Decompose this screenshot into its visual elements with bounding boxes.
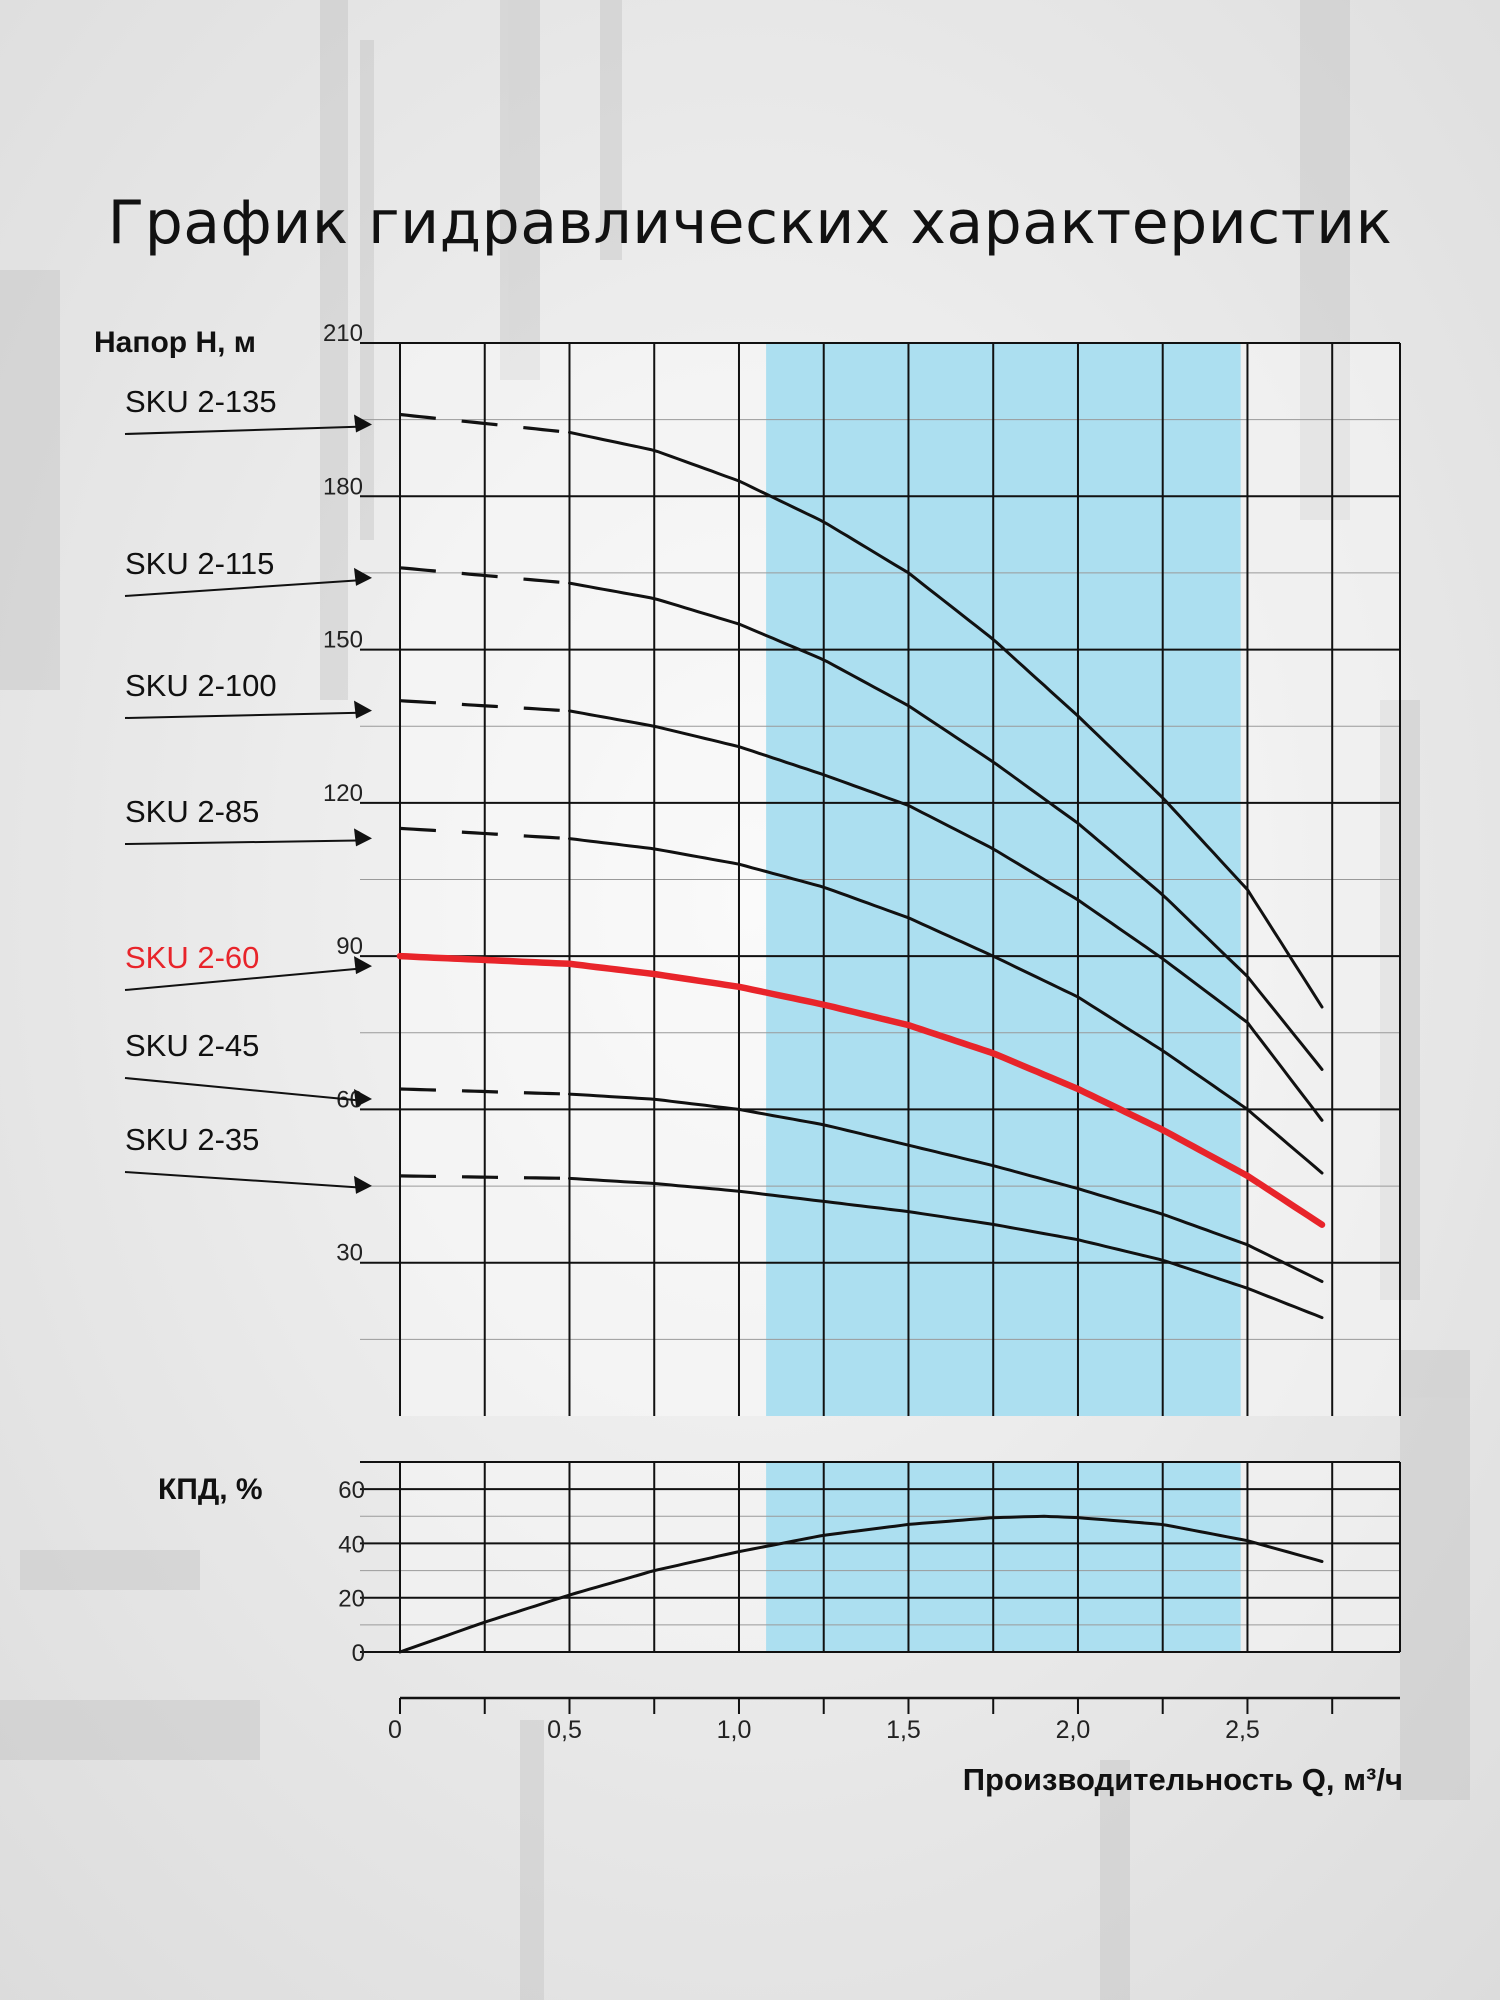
y-tick-label: 0 (352, 1640, 365, 1667)
y-axis-label: КПД, % (158, 1473, 263, 1506)
x-tick-label: 1,0 (717, 1716, 752, 1744)
x-axis-label: Производительность Q, м³/ч (963, 1762, 1403, 1797)
efficiency-chart-panel: 0 20 40 60 КПД, % (158, 1461, 1401, 1667)
curve-dashed (399, 1174, 563, 1180)
y-tick-label: 210 (323, 320, 363, 347)
y-tick-label: 90 (336, 933, 363, 960)
curve-sku-2-115 (568, 581, 1324, 1071)
series-label-arrow (124, 578, 366, 597)
x-tick-label: 0 (388, 1716, 402, 1744)
curve-dashed (399, 1087, 563, 1096)
arrowhead (354, 828, 372, 847)
curve-dashed (399, 699, 563, 713)
arrowhead (354, 567, 372, 586)
series-label: SKU 2-60 (125, 940, 259, 975)
curve-dashed (399, 566, 563, 585)
x-tick-label: 1,5 (886, 1716, 921, 1744)
curve-sku-2-35 (568, 1176, 1324, 1320)
x-axis: 0 0,5 1,0 1,5 2,0 2,5 Производительность Q, м³… (388, 1696, 1403, 1797)
series-label-arrow (124, 1077, 366, 1102)
y-tick-label: 30 (336, 1240, 363, 1267)
arrowhead (354, 700, 372, 719)
series-label: SKU 2-45 (125, 1028, 259, 1063)
x-tick-label: 2,5 (1225, 1716, 1260, 1744)
series-label-arrow (124, 425, 366, 435)
series-label-arrow (124, 839, 366, 845)
series-label: SKU 2-115 (125, 546, 274, 581)
curve-dashed (399, 412, 563, 434)
series-label: SKU 2-35 (125, 1122, 259, 1157)
series-label-arrow (124, 967, 366, 991)
arrowhead (354, 1088, 372, 1107)
efficiency-curve (398, 1514, 1324, 1654)
curve-sku-2-135 (568, 430, 1324, 1009)
curve-sku-2-60 (396, 952, 1326, 1228)
series-label: SKU 2-135 (125, 384, 277, 419)
curve-sku-2-85 (568, 837, 1324, 1175)
curve-sku-2-45 (568, 1092, 1324, 1283)
arrowhead (354, 1175, 372, 1194)
arrowhead (354, 414, 372, 433)
operating-range-band (766, 1462, 1241, 1652)
y-axis-label: Напор H, м (94, 326, 256, 359)
series-label-arrow (124, 711, 366, 719)
curve-dashed (399, 826, 563, 840)
series-label: SKU 2-85 (125, 794, 259, 829)
y-tick-label: 40 (338, 1531, 365, 1558)
x-tick-label: 2,0 (1056, 1716, 1091, 1744)
x-tick-label: 0,5 (547, 1716, 582, 1744)
y-tick-label: 60 (338, 1477, 365, 1504)
y-tick-label: 120 (323, 780, 363, 807)
y-tick-label: 180 (323, 473, 363, 500)
page-title: График гидравлических характеристик (107, 188, 1393, 258)
series-label-arrow (124, 1171, 366, 1189)
series-label: SKU 2-100 (125, 668, 277, 703)
arrowhead (354, 956, 372, 975)
y-tick-label: 20 (338, 1586, 365, 1613)
curve-sku-2-100 (568, 709, 1324, 1122)
y-tick-label: 150 (323, 627, 363, 654)
